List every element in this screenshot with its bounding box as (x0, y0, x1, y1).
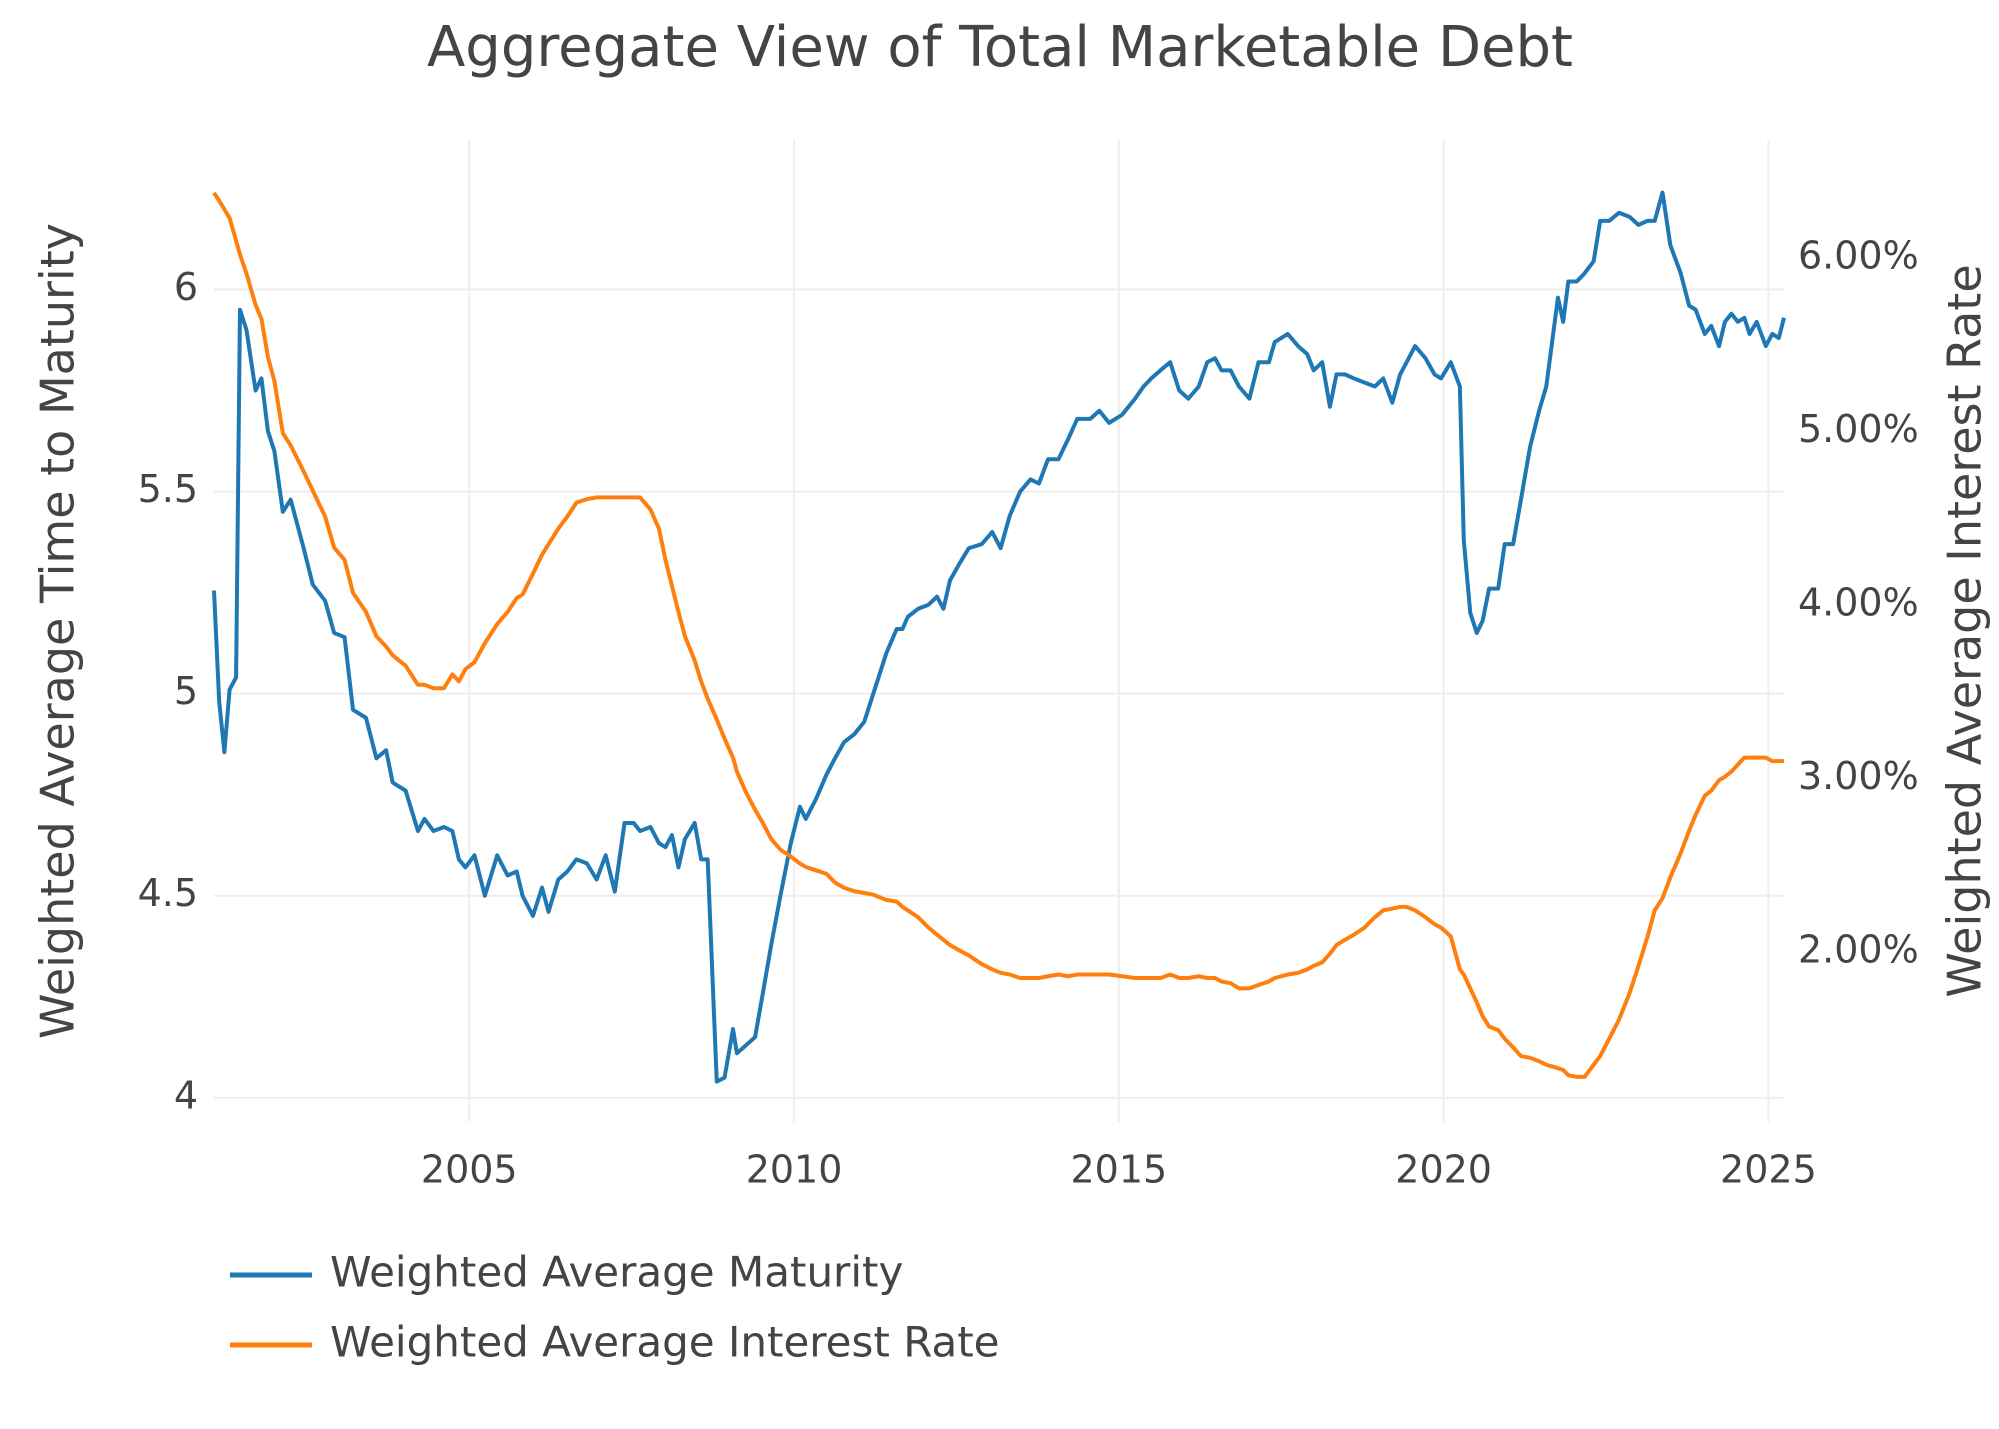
x-tick-label: 2020 (1395, 1148, 1492, 1192)
chart-title: Aggregate View of Total Marketable Debt (427, 15, 1573, 80)
y2-tick-label: 2.00% (1798, 927, 1919, 971)
line-series (212, 190, 1786, 1084)
y-tick-label: 6 (174, 265, 198, 309)
y-tick-label: 4.5 (138, 871, 198, 915)
line-series (212, 191, 1784, 1079)
y-tick-label: 5.5 (138, 467, 198, 511)
legend-label: Weighted Average Interest Rate (330, 1318, 1000, 1367)
y-tick-label: 5 (174, 669, 198, 713)
y2-tick-label: 6.00% (1798, 233, 1919, 277)
y2-tick-label: 3.00% (1798, 754, 1919, 798)
x-tick-label: 2015 (1070, 1148, 1167, 1192)
grid (214, 140, 1784, 1122)
legend-label: Weighted Average Maturity (330, 1248, 903, 1297)
x-tick-label: 2005 (421, 1148, 518, 1192)
y2-tick-label: 5.00% (1798, 407, 1919, 451)
y2-axis-title: Weighted Average Interest Rate (1938, 264, 1992, 997)
y-axis-title: Weighted Average Time to Maturity (31, 223, 85, 1039)
y-tick-label: 4 (174, 1073, 198, 1117)
x-tick-label: 2010 (746, 1148, 843, 1192)
x-tick-label: 2025 (1720, 1148, 1817, 1192)
y2-tick-label: 4.00% (1798, 580, 1919, 624)
